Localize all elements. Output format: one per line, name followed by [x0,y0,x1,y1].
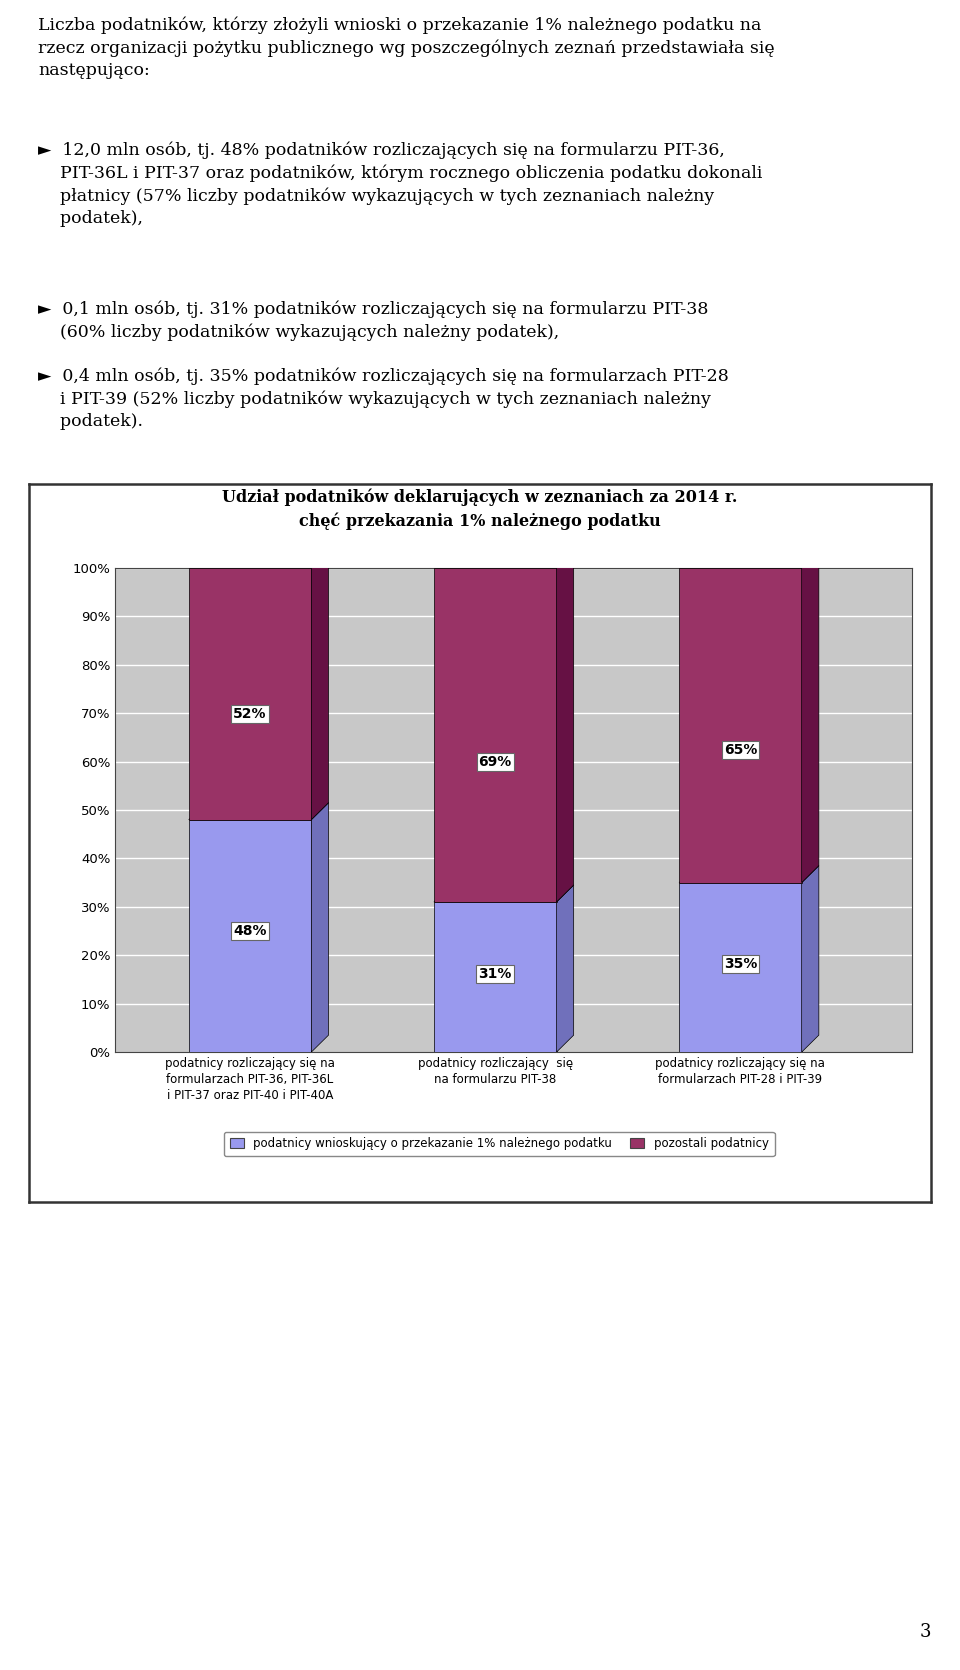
Polygon shape [557,885,574,1052]
Polygon shape [557,551,574,902]
Polygon shape [189,568,311,820]
Legend: podatnicy wnioskujący o przekazanie 1% należnego podatku, pozostali podatnicy: podatnicy wnioskujący o przekazanie 1% n… [224,1132,775,1156]
Text: ►  0,1 mln osób, tj. 31% podatników rozliczających się na formularzu PIT-38
    : ► 0,1 mln osób, tj. 31% podatników rozli… [38,301,708,341]
Text: 65%: 65% [724,743,757,758]
Text: 48%: 48% [233,924,267,939]
Polygon shape [189,551,328,568]
Text: Udział podatników deklarujących w zeznaniach za 2014 r.
chęć przekazania 1% nale: Udział podatników deklarujących w zeznan… [223,488,737,531]
Polygon shape [311,803,328,1052]
Text: ►  0,4 mln osób, tj. 35% podatników rozliczających się na formularzach PIT-28
  : ► 0,4 mln osób, tj. 35% podatników rozli… [38,367,730,429]
Polygon shape [434,902,557,1052]
Polygon shape [311,551,328,820]
Text: 69%: 69% [479,755,512,768]
Text: 52%: 52% [233,706,267,721]
Polygon shape [434,551,574,568]
Text: 3: 3 [920,1623,931,1642]
Polygon shape [434,885,574,902]
Polygon shape [802,551,819,882]
Polygon shape [679,568,802,882]
Polygon shape [679,551,819,568]
Polygon shape [434,568,557,902]
Text: ►  12,0 mln osób, tj. 48% podatników rozliczających się na formularzu PIT-36,
  : ► 12,0 mln osób, tj. 48% podatników rozl… [38,142,763,227]
Polygon shape [679,882,802,1052]
Polygon shape [189,803,328,820]
Polygon shape [189,820,311,1052]
Text: 35%: 35% [724,957,757,970]
Text: Liczba podatników, którzy złożyli wnioski o przekazanie 1% należnego podatku na
: Liczba podatników, którzy złożyli wniosk… [38,17,775,78]
Polygon shape [679,865,819,882]
Text: 31%: 31% [478,967,512,980]
Polygon shape [802,865,819,1052]
